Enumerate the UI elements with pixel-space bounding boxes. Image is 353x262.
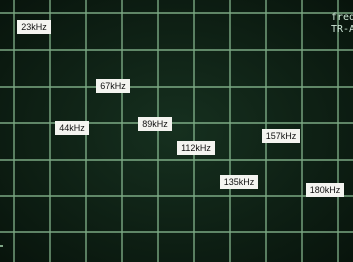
peak-label: 135kHz (224, 177, 255, 187)
peak-label: 112kHz (181, 143, 211, 153)
analyzer-screen: freq TR-A 23kHz 44kHz 67kHz 89kHz 112kHz 135k… (0, 0, 353, 262)
peak-label: 67kHz (100, 81, 126, 91)
peak-label: 157kHz (266, 131, 297, 141)
screen-background (0, 0, 353, 262)
peak-label: 89kHz (142, 119, 168, 129)
page: freq TR-A 23kHz 44kHz 67kHz 89kHz 112kHz 135k… (0, 0, 353, 262)
peak-label: 44kHz (59, 123, 85, 133)
screen-text: freq (331, 12, 353, 23)
screen-text: TR-A (331, 24, 353, 35)
peak-label: 180kHz (310, 185, 341, 195)
peak-label: 23kHz (21, 22, 47, 32)
